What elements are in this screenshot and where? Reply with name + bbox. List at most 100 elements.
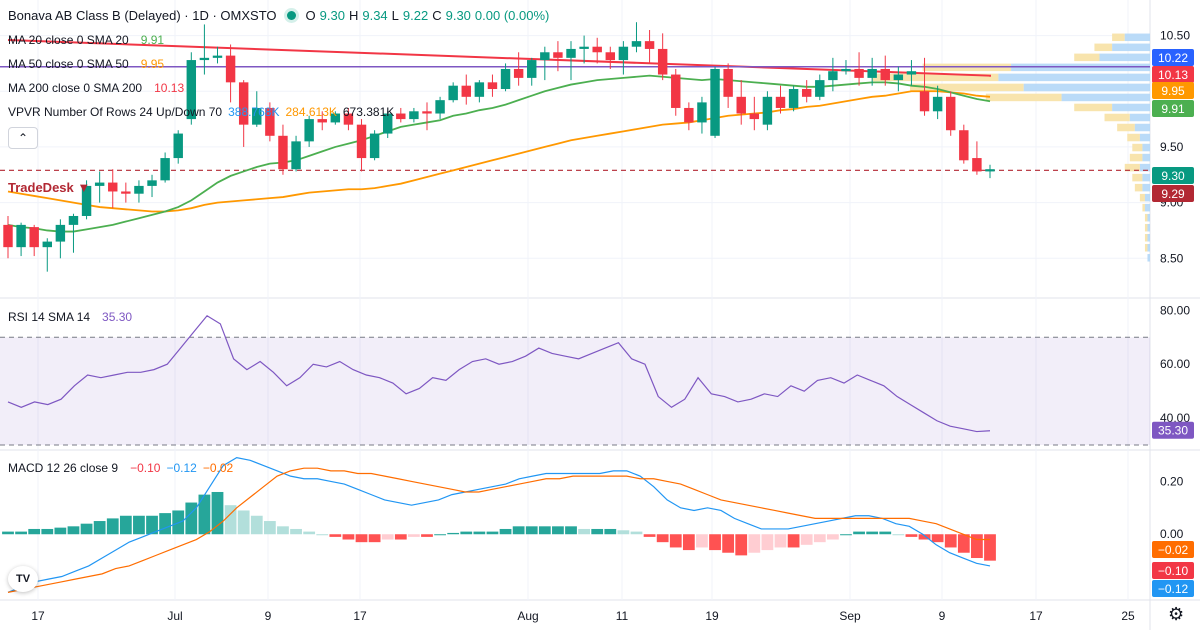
rsi-band xyxy=(0,337,1150,445)
macd-histogram-bar xyxy=(735,534,748,556)
candle-body xyxy=(16,224,26,248)
tradingview-logo[interactable]: TV xyxy=(8,566,38,592)
macd-line xyxy=(7,457,991,593)
candle-body xyxy=(540,52,550,61)
candle-body xyxy=(788,89,799,108)
candle-body xyxy=(252,107,262,125)
candle-body xyxy=(409,111,419,120)
candle-body xyxy=(461,85,471,97)
legend-ma200-label: MA 200 close 0 SMA 200 xyxy=(8,81,143,95)
macd-histogram-bar xyxy=(133,515,145,535)
vpvr-down-bar xyxy=(1124,33,1150,42)
vpvr-up-bar xyxy=(1074,103,1113,112)
macd-histogram-bar xyxy=(394,534,407,540)
candle-body xyxy=(396,113,406,120)
macd-signal-line xyxy=(7,467,990,593)
macd-histogram-bar xyxy=(669,534,682,548)
vpvr-down-bar xyxy=(1139,133,1150,142)
vpvr-down-bar xyxy=(1061,93,1150,102)
macd-histogram-bar xyxy=(93,521,106,535)
price-axis-label: 9.30 xyxy=(1161,169,1185,183)
gear-icon[interactable]: ⚙ xyxy=(1168,604,1185,624)
candle-body xyxy=(671,74,681,108)
candle-body xyxy=(94,182,105,186)
candle-body xyxy=(369,133,380,159)
macd-histogram-bar xyxy=(67,526,80,535)
candle-body xyxy=(801,89,812,97)
vpvr-up-bar xyxy=(1104,113,1130,122)
candle-body xyxy=(278,135,288,170)
macd-value-label-bg xyxy=(1152,580,1194,597)
price-axis-label: 10.13 xyxy=(1158,68,1188,82)
candle-body xyxy=(618,46,629,61)
macd-histogram-bar xyxy=(106,518,119,535)
macd-histogram-bar xyxy=(840,534,852,536)
legend-ma20[interactable]: MA 20 close 0 SMA 20 9.91 xyxy=(8,33,164,47)
macd-histogram-bar xyxy=(931,534,944,543)
ohlc-low-key: L xyxy=(391,8,399,23)
macd-histogram-bar xyxy=(54,527,67,535)
time-axis-tick: 9 xyxy=(265,609,272,623)
candle-body xyxy=(212,55,223,58)
ohlc-change: 0.00 (0.00%) xyxy=(474,8,550,23)
price-axis-label: 10.22 xyxy=(1158,51,1188,65)
vpvr-down-bar xyxy=(1134,123,1150,132)
candle-body xyxy=(946,96,956,131)
macd-histogram-bar xyxy=(342,534,355,540)
legend-rsi[interactable]: RSI 14 SMA 14 35.30 xyxy=(8,310,132,324)
price-axis-tick: 9.50 xyxy=(1160,140,1184,154)
macd-histogram-bar xyxy=(316,534,329,536)
price-axis-label-bg xyxy=(1152,100,1194,117)
macd-histogram-bar xyxy=(866,531,879,535)
vpvr-down-bar xyxy=(1112,103,1150,112)
macd-histogram-bar xyxy=(277,526,289,535)
macd-histogram-bar xyxy=(434,534,446,536)
legend-vpvr[interactable]: VPVR Number Of Rows 24 Up/Down 70 388.76… xyxy=(8,105,394,119)
legend-ma200[interactable]: MA 200 close 0 SMA 200 10.13 xyxy=(8,81,184,95)
macd-value-label-bg xyxy=(1152,541,1194,558)
macd-histogram-bar xyxy=(290,528,302,535)
macd-histogram-bar xyxy=(2,531,14,535)
candle-body xyxy=(553,52,563,58)
symbol-title[interactable]: Bonava AB Class B (Delayed) · 1D · OMXST… xyxy=(8,8,277,23)
vpvr-down-bar xyxy=(1144,203,1150,212)
candle-body xyxy=(3,224,13,248)
candle-body xyxy=(919,91,930,112)
candle-body xyxy=(487,82,498,90)
macd-histogram-bar xyxy=(905,534,918,537)
legend-ma200-value: 10.13 xyxy=(154,81,185,95)
vpvr-down-bar xyxy=(1142,153,1150,162)
legend-ma50[interactable]: MA 50 close 0 SMA 50 9.95 xyxy=(8,57,164,71)
candle-body xyxy=(291,141,301,170)
price-axis-label-bg xyxy=(1152,82,1194,99)
macd-value-label: −0.02 xyxy=(1158,543,1189,557)
macd-histogram-bar xyxy=(198,494,211,535)
vpvr-up-bar xyxy=(1094,43,1113,52)
macd-histogram-bar xyxy=(617,530,630,535)
macd-histogram-bar xyxy=(473,531,486,535)
vpvr-down-bar xyxy=(1147,254,1150,262)
ma20-line xyxy=(7,74,991,233)
macd-histogram-bar xyxy=(263,521,276,535)
collapse-legend-button[interactable]: ⌃ xyxy=(8,127,38,149)
legend-vpvr-down: 284.613K xyxy=(285,105,337,119)
macd-histogram-bar xyxy=(368,534,381,543)
candle-body xyxy=(854,68,864,78)
vpvr-down-bar xyxy=(1142,173,1150,182)
vpvr-down-bar xyxy=(1147,213,1150,222)
legend-macd[interactable]: MACD 12 26 close 9 −0.10 −0.12 −0.02 xyxy=(8,461,233,475)
macd-histogram-bar xyxy=(119,515,132,535)
vpvr-up-bar xyxy=(1132,143,1143,152)
candle-body xyxy=(42,241,52,248)
macd-histogram-bar xyxy=(329,534,342,537)
macd-axis-tick: 0.00 xyxy=(1160,527,1184,541)
vpvr-down-bar xyxy=(1147,234,1150,242)
macd-histogram-bar xyxy=(604,528,617,535)
candle-body xyxy=(500,68,511,90)
macd-histogram-bar xyxy=(408,534,420,537)
vpvr-down-bar xyxy=(1142,143,1150,152)
tradedesk-label[interactable]: TradeDesk ▼ xyxy=(8,180,90,195)
candle-body xyxy=(828,71,838,81)
rsi-axis-tick: 40.00 xyxy=(1160,411,1190,425)
